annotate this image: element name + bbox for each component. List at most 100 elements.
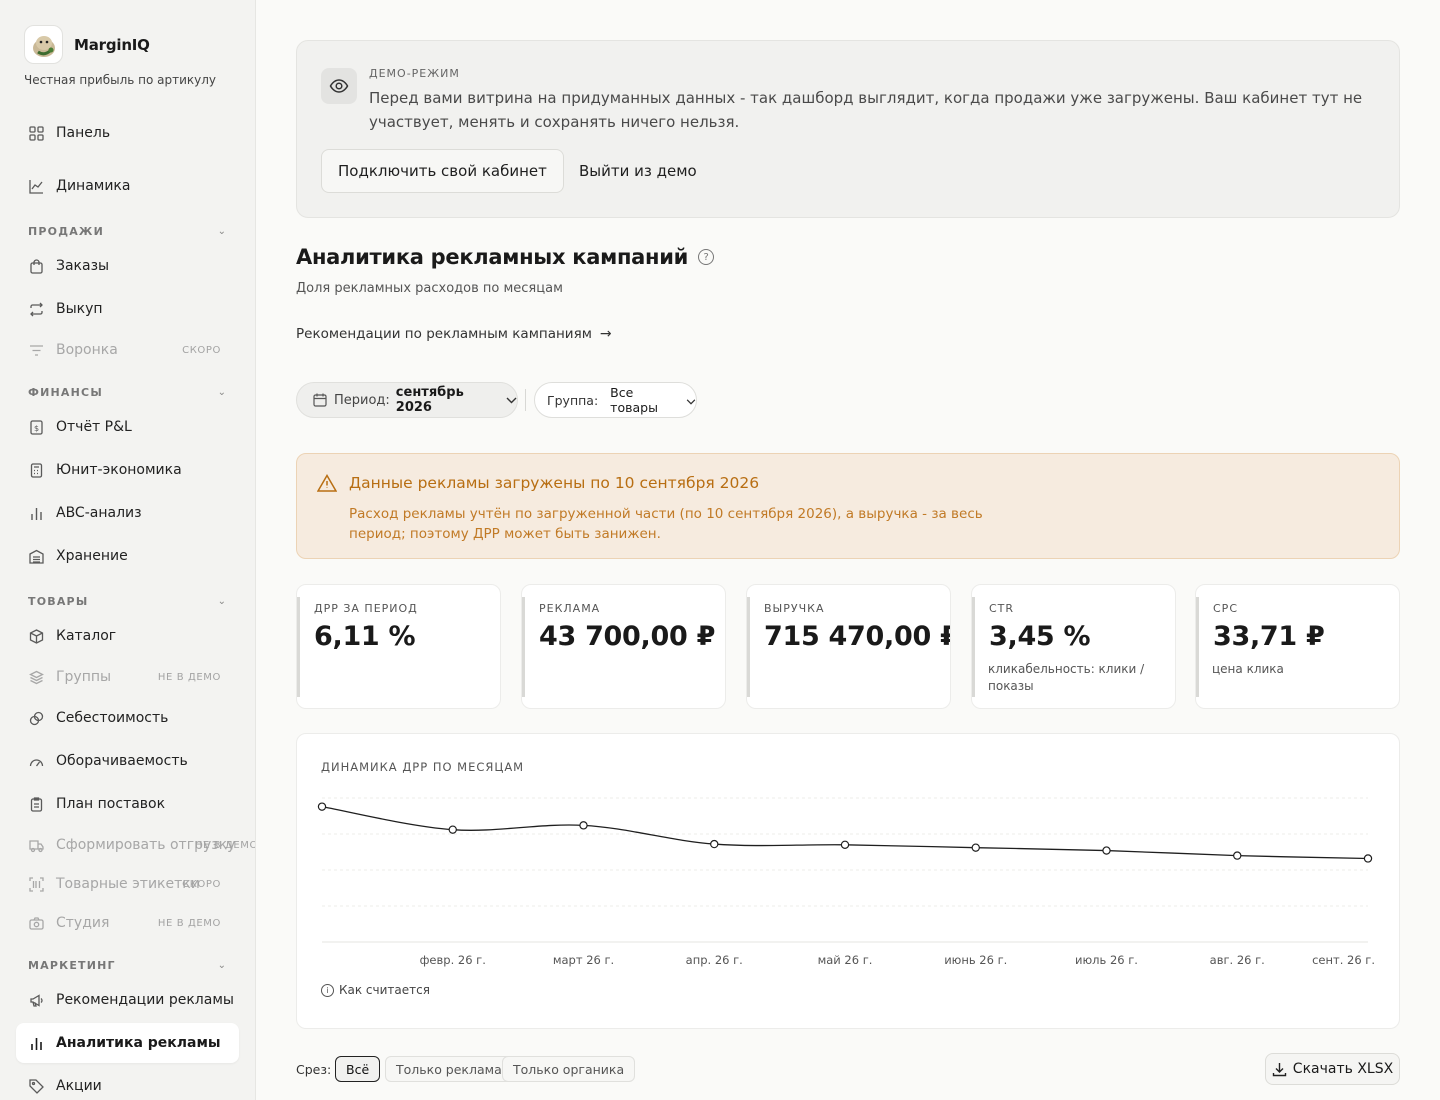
how-calculated-text: Как считается <box>339 983 430 997</box>
sidebar-item-promotions[interactable]: Акции <box>16 1066 239 1100</box>
data-point[interactable] <box>840 840 850 850</box>
group-filter[interactable]: Группа: Все товары <box>534 382 697 418</box>
sidebar-item-label: Студия <box>56 915 110 931</box>
sidebar-item-dynamics[interactable]: Динамика <box>16 166 239 206</box>
drr-line-chart: февр. 26 г. март 26 г. апр. 26 г. май 26 г.… <box>317 797 1375 967</box>
sidebar-item-label: Отчёт P&L <box>56 419 132 435</box>
sidebar-item-supply-plan[interactable]: План поставок <box>16 784 239 824</box>
kpi-label: РЕКЛАМА <box>539 602 601 615</box>
sidebar-item-buyout[interactable]: Выкуп <box>16 289 239 329</box>
not-in-demo-badge: НЕ В ДЕМО <box>157 671 221 683</box>
sidebar-item-abc-analysis[interactable]: ABC-анализ <box>16 493 239 533</box>
svg-text:$: $ <box>33 424 38 433</box>
sidebar-item-cost[interactable]: Себестоимость <box>16 698 239 738</box>
sidebar-item-turnover[interactable]: Оборачиваемость <box>16 741 239 781</box>
data-point[interactable] <box>448 825 457 834</box>
drr-chart-card: ДИНАМИКА ДРР ПО МЕСЯЦАМ февр. 26 г. март … <box>296 733 1400 1029</box>
section-finance[interactable]: ФИНАНСЫ ⌄ <box>28 384 226 400</box>
help-icon[interactable]: ? <box>698 249 715 265</box>
sidebar-item-catalog[interactable]: Каталог <box>16 616 239 656</box>
sidebar-item-dashboard[interactable]: Панель <box>16 113 239 153</box>
section-sales[interactable]: ПРОДАЖИ ⌄ <box>28 223 226 239</box>
sidebar-item-label: Динамика <box>56 178 131 194</box>
section-label: ПРОДАЖИ <box>28 224 105 238</box>
arrow-right-icon: → <box>599 326 612 342</box>
brand-name: MarginIQ <box>74 35 150 54</box>
sidebar-item-studio[interactable]: Студия НЕ В ДЕМО <box>16 903 239 943</box>
info-icon: i <box>321 983 334 997</box>
data-point[interactable] <box>317 802 327 811</box>
x-tick-label: апр. 26 г. <box>686 953 743 967</box>
section-label: ТОВАРЫ <box>28 594 89 608</box>
kpi-description: цена клика <box>1212 662 1284 676</box>
kpi-revenue: ВЫРУЧКА 715 470,00 ₽ <box>746 584 951 709</box>
sidebar-item-labels[interactable]: Товарные этикетки СКОРО <box>16 864 239 904</box>
section-label: МАРКЕТИНГ <box>28 958 116 972</box>
slice-chip-ads-only[interactable]: Только реклама <box>385 1056 513 1082</box>
series-line <box>321 805 1369 860</box>
data-point[interactable] <box>1363 854 1373 863</box>
chevron-down-icon: ⌄ <box>217 386 226 398</box>
sidebar-item-label: Сформировать отгрузку <box>56 837 236 853</box>
chevron-down-icon: ⌄ <box>217 595 226 607</box>
box-icon <box>28 628 44 644</box>
data-point[interactable] <box>1233 851 1242 860</box>
logo <box>24 25 63 64</box>
brand[interactable]: MarginIQ <box>24 25 150 64</box>
sidebar-item-funnel[interactable]: Воронка СКОРО <box>16 330 239 370</box>
recommendations-link-text: Рекомендации по рекламным кампаниям <box>296 326 592 342</box>
sidebar-item-label: ABC-анализ <box>56 505 142 521</box>
sidebar-item-pnl[interactable]: $ Отчёт P&L <box>16 407 239 447</box>
exit-demo-button[interactable]: Выйти из демо <box>579 149 697 193</box>
sidebar-item-ad-recommendations[interactable]: Рекомендации рекламы <box>16 980 239 1020</box>
x-tick-label: сент. 26 г. <box>1312 953 1375 967</box>
kpi-value: 3,45 % <box>989 621 1091 652</box>
sidebar-item-label: Оборачиваемость <box>56 753 188 769</box>
line-chart-icon <box>28 178 44 194</box>
data-point[interactable] <box>1102 846 1111 855</box>
demo-label: ДЕМО-РЕЖИМ <box>369 67 460 80</box>
section-marketing[interactable]: МАРКЕТИНГ ⌄ <box>28 957 226 973</box>
tag-icon <box>28 1078 44 1094</box>
data-point[interactable] <box>971 843 980 852</box>
x-tick-label: авг. 26 г. <box>1210 953 1265 967</box>
kpi-drr: ДРР ЗА ПЕРИОД 6,11 % <box>296 584 501 709</box>
section-products[interactable]: ТОВАРЫ ⌄ <box>28 593 226 609</box>
download-xlsx-label: Скачать XLSX <box>1292 1061 1394 1077</box>
sidebar-item-storage[interactable]: Хранение <box>16 536 239 576</box>
page-subtitle: Доля рекламных расходов по месяцам <box>296 281 563 296</box>
megaphone-icon <box>28 992 44 1008</box>
warehouse-icon <box>28 548 44 564</box>
sidebar-item-label: Хранение <box>56 548 128 564</box>
sidebar-item-groups[interactable]: Группы НЕ В ДЕМО <box>16 657 239 697</box>
period-filter[interactable]: Период: сентябрь 2026 <box>296 382 518 418</box>
sidebar-item-label: Себестоимость <box>56 710 169 726</box>
period-filter-label: Период: <box>334 392 390 408</box>
data-point[interactable] <box>579 821 588 830</box>
download-xlsx-button[interactable]: Скачать XLSX <box>1265 1053 1400 1085</box>
warning-icon <box>316 474 338 496</box>
kpi-label: ВЫРУЧКА <box>764 602 825 615</box>
filter-divider <box>525 389 526 411</box>
data-point[interactable] <box>710 839 719 849</box>
calendar-icon <box>313 393 327 407</box>
slice-chip-organic-only[interactable]: Только органика <box>502 1056 636 1082</box>
sidebar-item-label: Аналитика рекламы <box>56 1035 221 1051</box>
group-filter-label: Группа: <box>547 392 599 408</box>
sidebar-item-ad-analytics[interactable]: Аналитика рекламы <box>16 1023 239 1063</box>
how-calculated-link[interactable]: i Как считается <box>321 983 430 997</box>
warning-title: Данные рекламы загружены по 10 сентября … <box>349 474 760 492</box>
truck-icon <box>28 837 44 853</box>
sidebar-item-orders[interactable]: Заказы <box>16 246 239 286</box>
bar-chart-icon <box>28 1035 44 1051</box>
page-title-text: Аналитика рекламных кампаний <box>296 245 689 269</box>
barcode-icon <box>28 876 44 892</box>
chevron-down-icon <box>686 393 696 408</box>
recommendations-link[interactable]: Рекомендации по рекламным кампаниям → <box>296 326 612 342</box>
sidebar-item-shipment[interactable]: Сформировать отгрузку НЕ В ДЕМО <box>16 825 255 865</box>
connect-account-button[interactable]: Подключить свой кабинет <box>321 149 564 193</box>
slice-chip-all[interactable]: Всё <box>335 1056 381 1082</box>
sidebar-item-label: Рекомендации рекламы <box>56 992 234 1008</box>
x-tick-label: март 26 г. <box>553 953 614 967</box>
sidebar-item-unit-economics[interactable]: Юнит-экономика <box>16 450 239 490</box>
